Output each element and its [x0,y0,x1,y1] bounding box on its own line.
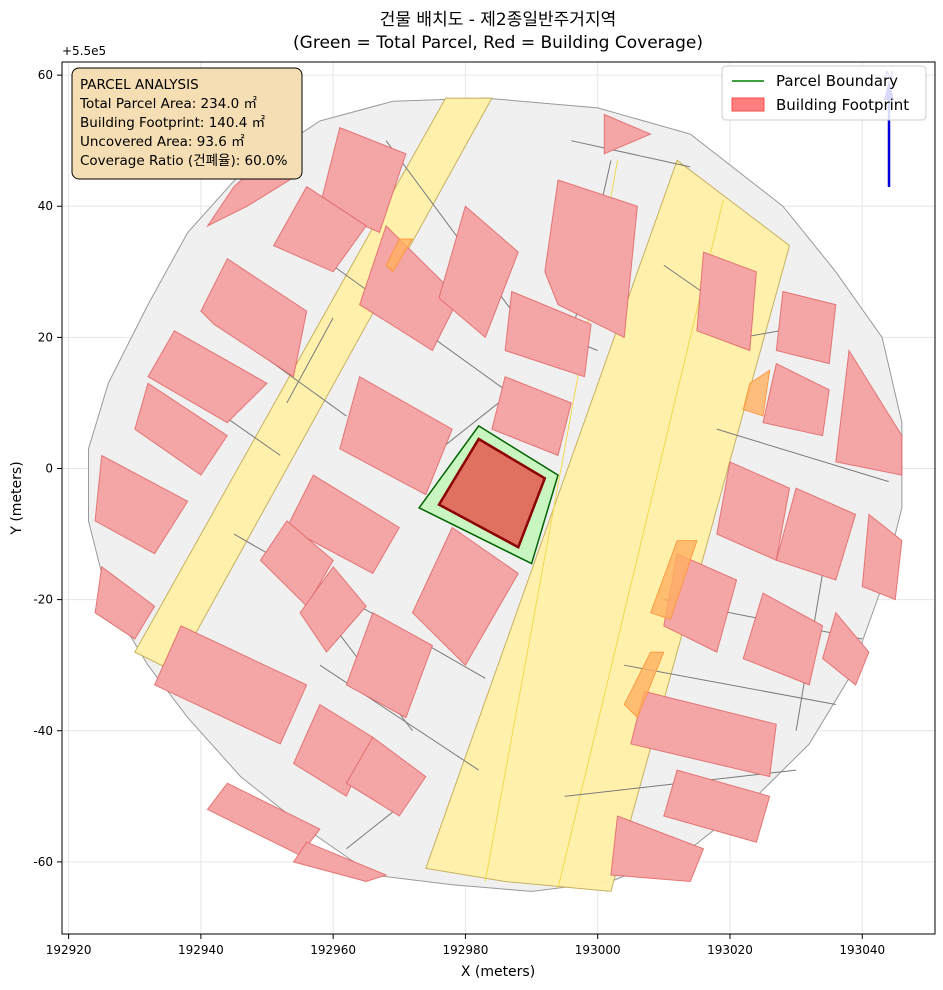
parcel-division-line [624,664,836,706]
building-footprint [134,382,228,476]
parcel-division-line [319,664,479,771]
neighbor-buildings [94,113,903,883]
building-footprint [345,611,434,719]
building-footprint [359,224,460,352]
parcel-analysis-box: PARCEL ANALYSIS Total Parcel Area: 234.0… [71,67,303,180]
building-footprint [835,349,903,476]
x-tick-label: 193040 [839,943,885,957]
chart-title-line2: (Green = Total Parcel, Red = Building Co… [293,33,703,53]
building-footprint [742,592,824,686]
building-footprint [438,205,519,339]
legend: Parcel Boundary Building Footprint [721,65,927,121]
y-axis-ticks: 60 40 20 0 -20 -40 -60 [33,68,62,869]
building-footprint [292,841,388,883]
x-tick-label: 192980 [443,943,489,957]
info-line-total-area: Total Parcel Area: 234.0 ㎡ [79,96,257,112]
building-footprint [153,625,308,745]
y-tick-label: -20 [33,593,53,607]
building-footprint [822,611,870,686]
info-line-uncovered: Uncovered Area: 93.6 ㎡ [80,134,245,150]
target-building [437,437,547,549]
building-footprint [411,526,519,667]
x-tick-label: 192960 [310,943,356,957]
building-footprint [603,113,652,155]
legend-frame [721,65,927,121]
info-box-background [71,67,303,180]
info-line-coverage-ratio: Coverage Ratio (건폐율): 60.0% [80,153,288,169]
info-line-footprint: Building Footprint: 140.4 ㎡ [80,115,266,131]
x-tick-label: 192940 [178,943,224,957]
parcel-division-line [286,317,334,404]
y-tick-label: 40 [38,199,53,213]
building-footprint [861,513,903,601]
building-footprint [299,565,367,653]
overlap-area [623,651,665,719]
building-footprint [94,454,189,555]
legend-swatch-building-footprint [731,97,765,112]
building-footprint [696,251,757,352]
y-axis-label: Y (meters) [9,461,25,535]
road-lane-line [557,199,724,889]
building-footprint [663,769,771,843]
building-footprint [286,474,400,575]
target-parcel-group [417,424,559,565]
building-footprint [272,185,367,273]
building-footprint [544,179,638,339]
x-axis-ticks: 192920 192940 192960 192980 193000 193020 1930… [46,934,885,957]
y-offset-label: +5.5e5 [62,44,106,58]
legend-label-building-footprint: Building Footprint [776,96,909,114]
info-line-title: PARCEL ANALYSIS [80,77,199,93]
legend-label-parcel-boundary: Parcel Boundary [776,72,898,90]
parcel-division-line [716,428,889,483]
chart-title-line1: 건물 배치도 - 제2종일반주거지역 [380,10,616,30]
x-tick-label: 193020 [707,943,753,957]
building-footprint [630,690,777,778]
y-tick-label: 60 [38,68,53,82]
building-footprint [147,330,268,424]
building-footprint [775,487,857,581]
overlap-area [742,369,771,417]
building-footprint [491,376,572,457]
parcel-division-line [571,140,691,168]
overlap-area [385,238,414,273]
building-footprint [200,257,308,378]
building-footprint [345,736,427,817]
y-tick-label: -60 [33,855,53,869]
plot-frame [61,61,936,935]
building-footprint [339,375,453,496]
y-tick-label: -40 [33,724,53,738]
building-footprint [504,290,592,378]
y-tick-label: 20 [38,330,53,344]
overlap-area [650,540,698,620]
y-tick-label: 0 [45,461,53,475]
x-tick-label: 193000 [575,943,621,957]
building-footprint [319,126,407,234]
x-axis-label: X (meters) [461,964,535,980]
x-tick-label: 192920 [46,943,92,957]
building-footprint [775,290,837,365]
building-footprint [610,815,705,883]
building-footprint [762,362,830,437]
building-footprint [94,565,156,640]
